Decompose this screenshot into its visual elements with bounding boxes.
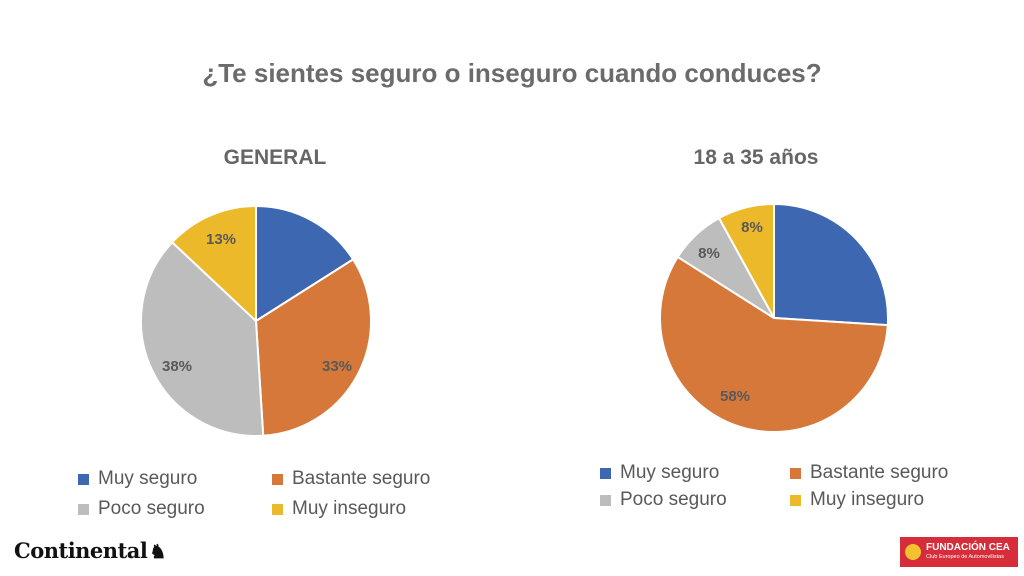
legend-swatch-poco-seguro [78,503,89,515]
legend-label-muy-seguro: Muy seguro [620,462,720,483]
legend-item-muy-seguro: Muy seguro [600,462,719,484]
continental-logo: Continental ♞ [14,538,166,563]
data-label-bastante-seguro: 33% [322,358,352,375]
pie-slice-poco-seguro [140,240,265,437]
data-label-muy-seguro: 16% [285,231,315,248]
pie-slice-muy-inseguro [170,204,257,324]
legend-swatch-muy-seguro [600,467,611,479]
continental-logo-text: Continental [14,538,148,563]
pie-chart-general: 16% 33% 38% 13% [140,204,372,437]
fundacion-cea-logo: FUNDACIÓN CEA Club Europeo de Automovili… [900,537,1018,567]
data-label-poco-seguro: 38% [162,358,192,375]
legend-label-poco-seguro: Poco seguro [620,489,727,510]
cea-logo-subtitle: Club Europeo de Automovilistas [926,554,1004,561]
legend-item-muy-inseguro: Muy inseguro [272,498,406,520]
legend-swatch-bastante-seguro [272,473,283,485]
pie-slice-muy-seguro [773,202,889,327]
legend-swatch-muy-seguro [78,473,89,485]
data-label-poco-seguro: 8% [698,245,720,262]
legend-item-muy-inseguro: Muy inseguro [790,489,924,511]
cea-logo-name: FUNDACIÓN CEA [926,542,1010,554]
legend-label-muy-seguro: Muy seguro [98,468,198,489]
data-label-muy-seguro: 26% [827,252,857,269]
pie-slice-bastante-seguro [254,257,372,437]
legend-item-poco-seguro: Poco seguro [78,498,205,520]
pie-title-general: GENERAL [223,146,327,169]
legend-label-bastante-seguro: Bastante seguro [292,468,431,489]
legend-label-poco-seguro: Poco seguro [98,498,205,519]
data-label-muy-inseguro: 8% [741,219,763,236]
legend-label-muy-inseguro: Muy inseguro [810,489,925,510]
legend-label-bastante-seguro: Bastante seguro [810,462,949,483]
legend-item-muy-seguro: Muy seguro [78,468,197,490]
legend-swatch-muy-inseguro [272,503,283,515]
legend-item-bastante-seguro: Bastante seguro [272,468,430,490]
legend-item-bastante-seguro: Bastante seguro [790,462,948,484]
pie-slice-muy-seguro [255,204,355,323]
pie-slice-muy-inseguro [717,202,775,319]
pie-chart-18-35: 26% 58% 8% 8% [659,202,889,433]
data-label-bastante-seguro: 58% [720,388,750,405]
legend-swatch-poco-seguro [600,494,611,506]
pie-title-18-35: 18 a 35 años [693,146,819,169]
data-label-muy-inseguro: 13% [206,231,236,248]
legend-item-poco-seguro: Poco seguro [600,489,727,511]
pie-slice-bastante-seguro [659,255,889,433]
legend-swatch-bastante-seguro [790,467,801,479]
horse-icon: ♞ [149,541,166,563]
legend-label-muy-inseguro: Muy inseguro [292,498,407,519]
cea-emblem-icon [905,544,921,560]
chart-main-title: ¿Te sientes seguro o inseguro cuando con… [202,58,822,88]
legend-swatch-muy-inseguro [790,494,801,506]
